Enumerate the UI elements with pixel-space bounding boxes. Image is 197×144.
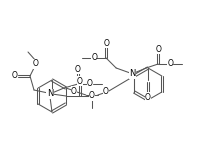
Text: N: N bbox=[129, 70, 135, 78]
Text: O: O bbox=[12, 72, 18, 80]
Text: O: O bbox=[77, 76, 83, 86]
Text: O: O bbox=[103, 88, 109, 96]
Text: O: O bbox=[71, 87, 77, 95]
Text: O: O bbox=[91, 54, 97, 62]
Text: O: O bbox=[89, 91, 95, 101]
Text: O: O bbox=[155, 44, 161, 54]
Text: O: O bbox=[87, 79, 93, 89]
Text: O: O bbox=[167, 59, 173, 69]
Text: O: O bbox=[103, 38, 109, 48]
Text: O: O bbox=[33, 59, 39, 69]
Text: O: O bbox=[145, 92, 151, 102]
Text: N: N bbox=[47, 90, 53, 98]
Text: O: O bbox=[75, 65, 81, 73]
